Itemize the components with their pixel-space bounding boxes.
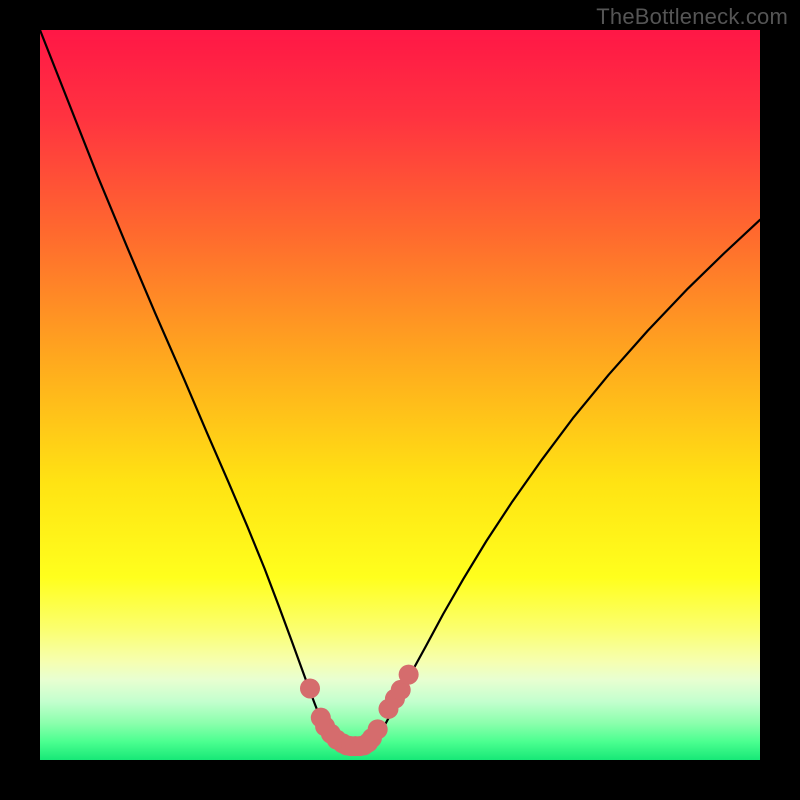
curve-line [40, 30, 760, 753]
watermark-text: TheBottleneck.com [596, 4, 788, 30]
data-markers [300, 665, 419, 757]
data-marker [368, 719, 388, 739]
data-marker [399, 665, 419, 685]
data-marker [300, 678, 320, 698]
bottleneck-curve-chart [40, 30, 760, 760]
plot-area [40, 30, 760, 760]
